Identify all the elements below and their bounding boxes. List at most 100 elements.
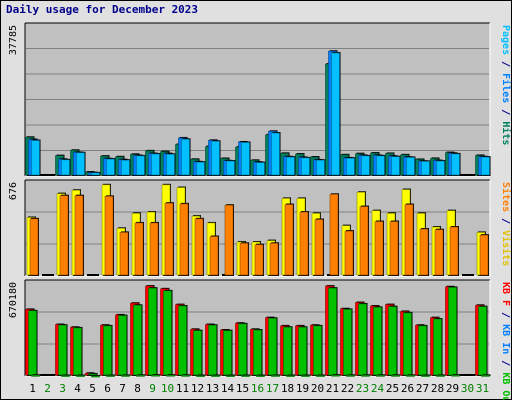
legend-entry-top-4: Hits bbox=[500, 121, 512, 145]
bar-kb-out-day-17 bbox=[271, 375, 280, 377]
x-tick-label-day-22: 22 bbox=[341, 382, 354, 395]
bar-sites-day-7 bbox=[119, 232, 129, 276]
bar-kb-out-day-9 bbox=[151, 374, 160, 377]
x-tick-label-day-27: 27 bbox=[416, 382, 429, 395]
bar-pages-day-8 bbox=[136, 155, 145, 176]
bar-pages-day-19 bbox=[301, 157, 310, 176]
bar-zero-sites-day-30 bbox=[465, 274, 474, 276]
bar-zero-sites-day-5 bbox=[90, 274, 99, 276]
side-legend-top: Pages / Files / Hits bbox=[500, 25, 512, 145]
bar-kb-in-day-25 bbox=[388, 306, 397, 376]
bar-kb-in-day-13 bbox=[208, 324, 217, 376]
legend-entry-bottom-2: KB In bbox=[500, 324, 511, 354]
bar-zero-pages-day-30 bbox=[466, 174, 476, 176]
bar-sites-day-10 bbox=[164, 202, 174, 276]
bar-zero-pages-day-2 bbox=[46, 174, 56, 176]
side-legend-bottom: KB F / KB In / KB Out bbox=[500, 282, 511, 400]
bar-pages-day-26 bbox=[406, 157, 415, 176]
y-max-label: 676 bbox=[8, 182, 19, 200]
bar-sites-day-18 bbox=[284, 204, 294, 276]
bar-kb-in-day-14 bbox=[223, 330, 232, 376]
bar-pages-day-22 bbox=[346, 157, 355, 176]
bar-kb-out-day-28 bbox=[436, 375, 445, 377]
x-tick-label-day-20: 20 bbox=[311, 382, 324, 395]
bar-kb-in-day-9 bbox=[148, 287, 157, 376]
bar-sites-day-31 bbox=[479, 234, 489, 276]
bar-pages-day-23 bbox=[361, 155, 370, 176]
x-tick-label-day-2: 2 bbox=[44, 382, 51, 395]
bar-kb-out-day-5 bbox=[91, 375, 100, 378]
bar-kb-in-day-28 bbox=[433, 318, 442, 376]
bar-pages-day-18 bbox=[286, 156, 295, 176]
bar-sites-day-3 bbox=[59, 195, 69, 276]
bar-kb-out-day-23 bbox=[361, 375, 370, 377]
bar-pages-day-27 bbox=[421, 161, 430, 176]
chart-panel-bottom: 670180 KB F / KB In / KB Out bbox=[8, 279, 511, 400]
bar-kb-out-day-6 bbox=[106, 375, 115, 377]
x-tick-label-day-24: 24 bbox=[371, 382, 385, 395]
legend-entry-middle-1: / bbox=[500, 212, 511, 230]
x-tick-label-day-28: 28 bbox=[431, 382, 444, 395]
legend-entry-middle-0: Sites bbox=[500, 182, 512, 212]
x-tick-label-day-3: 3 bbox=[59, 382, 66, 395]
bar-kb-out-day-10 bbox=[166, 374, 175, 377]
x-tick-label-day-1: 1 bbox=[29, 382, 36, 395]
bar-sites-day-15 bbox=[239, 243, 249, 276]
bar-sites-day-12 bbox=[194, 218, 204, 276]
bar-sites-day-22 bbox=[344, 230, 354, 276]
bar-pages-day-4 bbox=[76, 152, 85, 176]
x-tick-label-day-13: 13 bbox=[206, 382, 219, 395]
x-tick-label-day-9: 9 bbox=[149, 382, 156, 395]
side-legend-middle: Sites / Visits bbox=[500, 182, 512, 266]
bar-kb-in-day-5 bbox=[88, 373, 97, 376]
bar-sites-day-4 bbox=[74, 195, 84, 276]
bar-kb-in-day-15 bbox=[238, 323, 247, 376]
x-tick-label-day-31: 31 bbox=[476, 382, 489, 395]
x-tick-label-day-21: 21 bbox=[326, 382, 339, 395]
bar-kb-in-day-20 bbox=[313, 325, 322, 376]
bar-pages-day-17 bbox=[271, 132, 280, 176]
x-tick-label-day-7: 7 bbox=[119, 382, 126, 395]
bar-kb-out-day-24 bbox=[376, 375, 385, 377]
bar-sites-day-17 bbox=[269, 243, 279, 276]
bar-kb-out-day-21 bbox=[331, 374, 340, 377]
bar-sites-day-8 bbox=[134, 222, 144, 276]
bar-kb-in-day-12 bbox=[193, 330, 202, 376]
bar-kb-out-day-3 bbox=[61, 375, 70, 377]
bar-pages-day-12 bbox=[196, 161, 205, 176]
x-tick-label-day-4: 4 bbox=[74, 382, 81, 395]
bar-kb-out-day-22 bbox=[346, 375, 355, 377]
bar-kb-out-day-15 bbox=[241, 375, 250, 377]
bar-pages-day-28 bbox=[436, 160, 445, 176]
bar-kb-in-day-17 bbox=[268, 318, 277, 376]
bar-shadow-kb-out bbox=[92, 374, 101, 376]
legend-entry-bottom-3: / bbox=[500, 354, 511, 372]
x-tick-label-day-26: 26 bbox=[401, 382, 414, 395]
bar-kb-in-day-3 bbox=[58, 324, 67, 376]
bar-sites-day-9 bbox=[149, 222, 159, 276]
bar-kb-out-day-18 bbox=[286, 375, 295, 377]
x-tick-label-day-8: 8 bbox=[134, 382, 141, 395]
bar-kb-in-day-11 bbox=[178, 305, 187, 376]
bar-pages-day-13 bbox=[211, 140, 220, 176]
x-tick-label-day-6: 6 bbox=[104, 382, 111, 395]
bar-pages-day-10 bbox=[166, 154, 175, 176]
x-tick-label-day-5: 5 bbox=[89, 382, 96, 395]
bar-sites-day-20 bbox=[314, 219, 324, 276]
bar-kb-out-day-16 bbox=[256, 375, 265, 377]
bar-sites-day-21 bbox=[329, 194, 339, 276]
legend-entry-top-1: / bbox=[500, 55, 511, 73]
bar-kb-out-day-1 bbox=[31, 375, 40, 377]
bar-kb-in-day-10 bbox=[163, 290, 172, 376]
bar-kb-in-day-31 bbox=[478, 306, 487, 376]
x-tick-label-day-16: 16 bbox=[251, 382, 264, 395]
bar-kb-in-day-23 bbox=[358, 303, 367, 376]
x-tick-label-day-30: 30 bbox=[461, 382, 474, 395]
legend-entry-middle-2: Visits bbox=[500, 230, 512, 266]
bar-kb-in-day-24 bbox=[373, 307, 382, 376]
bar-pages-day-15 bbox=[241, 142, 250, 176]
bar-kb-out-day-25 bbox=[391, 375, 400, 377]
bar-kb-out-day-13 bbox=[211, 375, 220, 377]
bar-kb-in-day-21 bbox=[328, 287, 337, 376]
